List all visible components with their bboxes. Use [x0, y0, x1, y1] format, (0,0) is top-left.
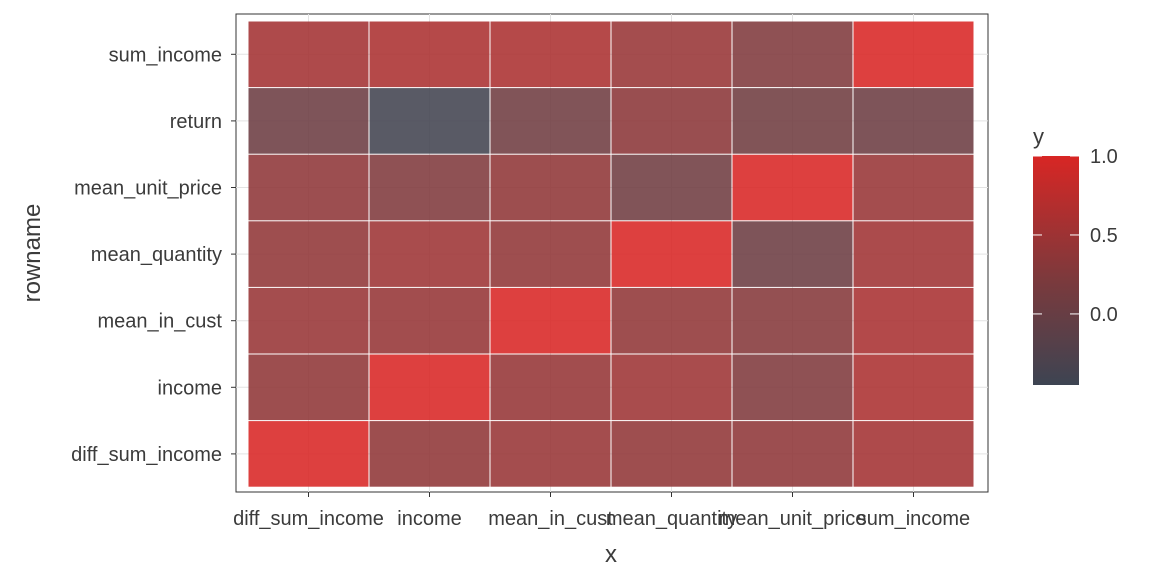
heatmap-cell	[732, 88, 853, 154]
heatmap-cell	[490, 88, 611, 154]
heatmap-cell	[611, 88, 732, 154]
heatmap-cell	[490, 21, 611, 88]
heatmap-cell	[369, 154, 490, 221]
heatmap-cell	[369, 421, 490, 487]
x-tick-label: mean_in_cust	[488, 508, 613, 530]
x-tick-label: sum_income	[857, 508, 970, 530]
y-tick-label: mean_in_cust	[97, 311, 222, 333]
y-tick-label: mean_quantity	[91, 244, 222, 266]
legend-tick-label: 0.0	[1090, 304, 1118, 326]
y-tick-label: diff_sum_income	[71, 444, 222, 466]
heatmap-cell	[248, 154, 369, 221]
heatmap-cell	[853, 354, 974, 421]
heatmap-cell	[732, 354, 853, 421]
heatmap-cell	[853, 154, 974, 221]
heatmap-cell	[248, 421, 369, 487]
heatmap-cell	[490, 221, 611, 287]
heatmap-cell	[853, 421, 974, 487]
heatmap-cell	[611, 21, 732, 88]
heatmap-cell	[248, 287, 369, 354]
x-tick-label: diff_sum_income	[233, 508, 384, 530]
heatmap-cell	[732, 21, 853, 88]
legend-tick-label: 0.5	[1090, 225, 1118, 247]
y-tick-label: sum_income	[109, 44, 222, 66]
y-tick-label: mean_unit_price	[74, 178, 222, 200]
heatmap-cell	[611, 287, 732, 354]
heatmap-cell	[369, 88, 490, 154]
heatmap-cell	[732, 221, 853, 287]
legend-colorbar	[1033, 156, 1079, 385]
x-tick-label: mean_unit_price	[719, 508, 867, 530]
legend-title: y	[1033, 124, 1044, 149]
heatmap-cell	[490, 287, 611, 354]
heatmap-cell	[611, 354, 732, 421]
heatmap-cell	[248, 21, 369, 88]
heatmap-cell	[853, 221, 974, 287]
heatmap-cell	[490, 421, 611, 487]
x-axis-title: x	[605, 541, 617, 568]
heatmap-cell	[853, 88, 974, 154]
legend-ticks: 1.0 0.5 0.0	[1033, 146, 1118, 326]
heatmap-cell	[611, 154, 732, 221]
heatmap-cell	[369, 221, 490, 287]
y-axis-ticks: diff_sum_income income mean_in_cust mean_qu…	[71, 44, 236, 466]
y-tick-label: return	[170, 111, 222, 133]
heatmap-cell	[248, 354, 369, 421]
heatmap-cell	[611, 421, 732, 487]
x-tick-label: mean_quantity	[606, 508, 737, 530]
heatmap-cell	[248, 221, 369, 287]
heatmap-cell	[732, 154, 853, 221]
heatmap-cell	[732, 287, 853, 354]
heatmap-cell	[369, 354, 490, 421]
heatmap-cell	[369, 21, 490, 88]
heatmap-cell	[369, 287, 490, 354]
heatmap-cell	[611, 221, 732, 287]
x-axis-ticks: diff_sum_income income mean_in_custmean_qu…	[233, 492, 970, 530]
heatmap-cell	[490, 354, 611, 421]
y-tick-label: income	[158, 377, 222, 399]
heatmap-cell	[853, 21, 974, 88]
y-axis-title: rowname	[19, 204, 46, 303]
heatmap-cell	[732, 421, 853, 487]
heatmap-cell	[248, 88, 369, 154]
heatmap-cell	[490, 154, 611, 221]
heatmap-cell	[853, 287, 974, 354]
color-legend: y 1.0 0.5 0.0	[1033, 124, 1118, 385]
x-tick-label: income	[397, 508, 461, 530]
heatmap-cells	[248, 21, 974, 487]
legend-tick-label: 1.0	[1090, 146, 1118, 168]
